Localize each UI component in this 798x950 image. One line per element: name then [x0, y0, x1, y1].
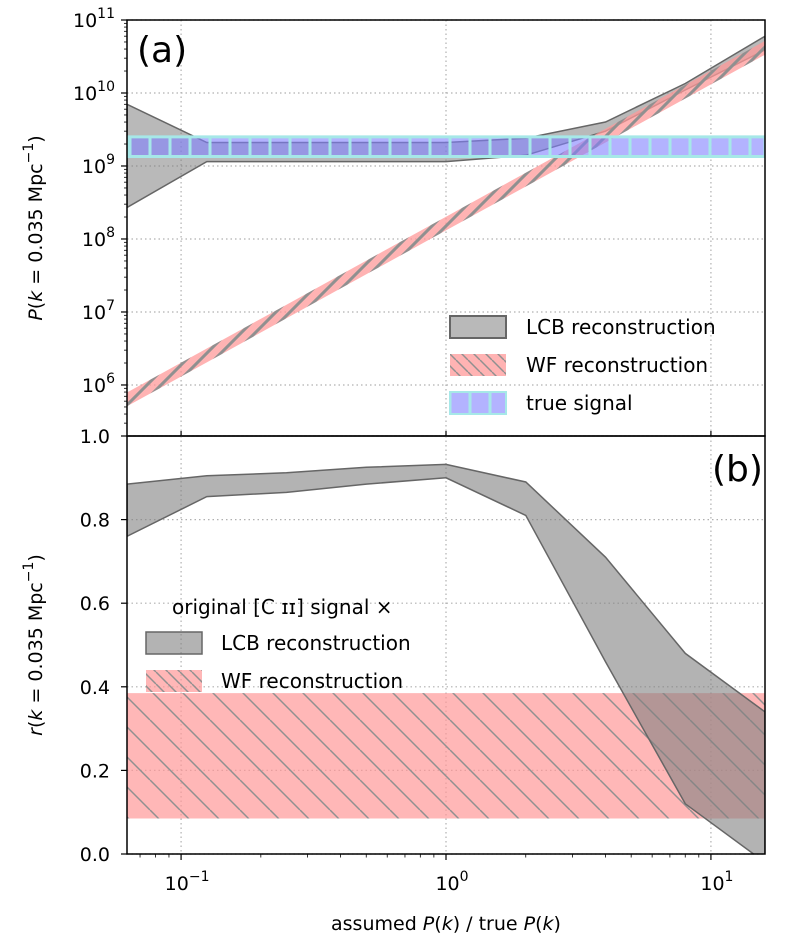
legend-b-swatch-pattern-wf-reconstruction: [146, 670, 202, 692]
panel-b-xtick-label: 10−1: [165, 869, 210, 895]
panel-a: 106 107 108 109 1010 1011 (a) LCB reconstruct…: [21, 6, 766, 437]
panel-a-ytick-label: 106: [82, 371, 115, 397]
legend-b-label-wf-reconstruction: WF reconstruction: [221, 669, 403, 693]
panel-b-xtick-label: 101: [700, 869, 733, 895]
panel-b-ytick-label: 1.0: [80, 426, 110, 448]
legend-b-title: original [C ɪɪ] signal ×: [172, 595, 393, 619]
legend-b-label-lcb-reconstruction: LCB reconstruction: [221, 631, 411, 655]
legend-a-swatch-lcb-reconstruction: [449, 315, 507, 339]
true-signal-bars-a: [127, 136, 765, 157]
panel-b-ytick-label: 0.8: [80, 510, 110, 532]
panel-a-ticks: 106 107 108 109 1010 1011: [73, 6, 712, 437]
panel-a-legend: LCB reconstruction WF reconstruction true …: [449, 315, 716, 415]
panel-a-ylabel: P(k = 0.035 Mpc−1): [21, 135, 47, 320]
legend-a-label-wf-reconstruction: WF reconstruction: [526, 353, 708, 377]
panel-b-ytick-label: 0.6: [80, 593, 110, 615]
panel-b-series: [127, 463, 765, 854]
panel-a-ytick-label: 109: [82, 152, 115, 178]
panel-b-ytick-label: 0.4: [80, 677, 110, 699]
panel-a-ytick-label: 1010: [73, 79, 115, 105]
panel-b-ytick-label: 0.0: [80, 844, 110, 866]
panel-b-ticks: 0.0 0.2 0.4 0.6 0.8 1.0 10−1 100 101: [80, 426, 734, 895]
panel-b-legend: original [C ɪɪ] signal × LCB reconstructi…: [145, 595, 411, 693]
panel-a-ytick-label: 1011: [73, 6, 115, 32]
panel-b: 0.0 0.2 0.4 0.6 0.8 1.0 10−1 100 101 (b) origina…: [21, 426, 766, 935]
panel-a-ytick-label: 108: [82, 225, 115, 251]
panel-a-ytick-label: 107: [82, 298, 115, 324]
panel-b-label: (b): [712, 449, 763, 490]
panel-b-ytick-label: 0.2: [80, 760, 110, 782]
legend-a-swatch-pattern-true-signal: [450, 392, 506, 414]
legend-b-swatch-lcb-reconstruction: [145, 631, 203, 655]
panel-a-label: (a): [137, 30, 187, 71]
wf-reconstruction-hatch-a: [127, 40, 765, 407]
lcb-reconstruction-band-b: [127, 463, 765, 854]
legend-a-label-true-signal: true signal: [526, 391, 633, 415]
panel-a-series: [127, 35, 765, 407]
panel-b-xtick-label: 100: [435, 869, 468, 895]
legend-a-swatch-pattern-wf-reconstruction: [450, 354, 506, 376]
legend-a-label-lcb-reconstruction: LCB reconstruction: [526, 315, 716, 339]
x-axis-label: assumed P(k) / true P(k): [331, 913, 561, 935]
panel-b-ylabel: r(k = 0.035 Mpc−1): [21, 554, 47, 736]
wf-reconstruction-hatch-b: [127, 693, 765, 819]
